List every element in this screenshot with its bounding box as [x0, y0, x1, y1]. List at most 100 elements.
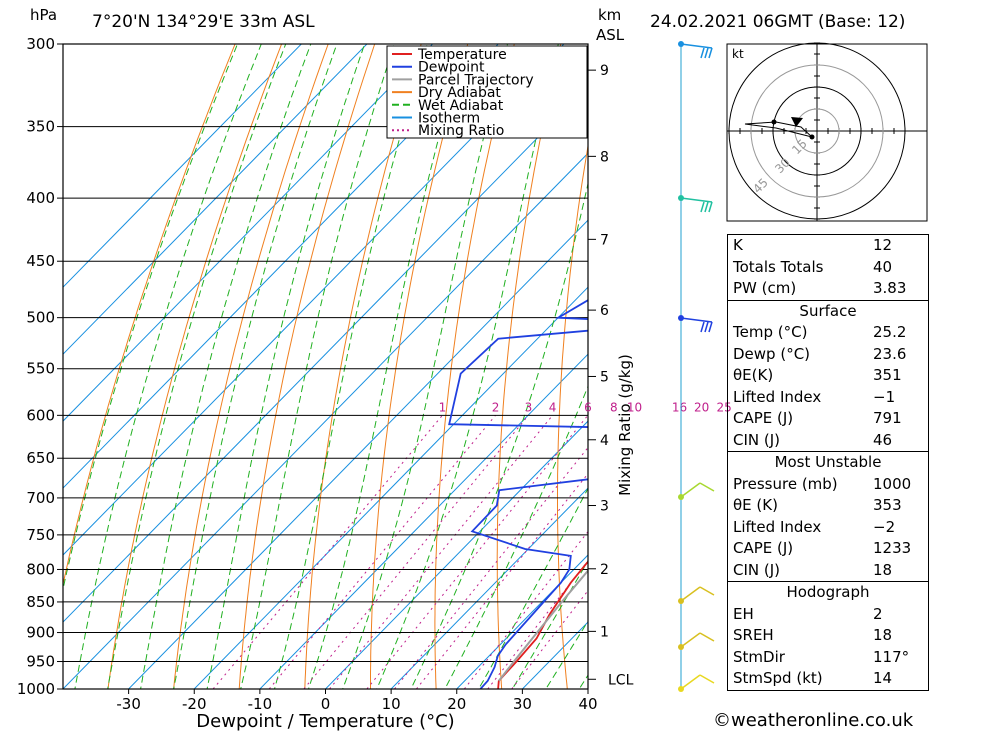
km-unit: km — [598, 6, 622, 24]
pressure-tick-label: 500 — [26, 309, 55, 327]
index-row: Totals Totals 40 — [733, 257, 893, 276]
mixing-ratio-line — [268, 414, 496, 689]
index-row: PW (cm) 3.83 — [733, 279, 907, 297]
mixing-ratio-label: 8 — [610, 400, 618, 414]
wind-barb-flag — [708, 47, 713, 59]
hodograph-unit: kt — [732, 47, 744, 61]
pressure-tick-label: 550 — [26, 360, 55, 378]
storm-motion-marker — [791, 117, 803, 127]
wind-barb-flag — [699, 586, 715, 596]
pressure-tick-label: 850 — [26, 593, 55, 611]
dry-adiabat-line — [370, 44, 469, 689]
dry-adiabat-line — [238, 44, 376, 689]
wind-barb-flag — [708, 201, 713, 213]
mixing-ratio-line — [329, 414, 553, 689]
mixing-ratio-axis-label: Mixing Ratio (g/kg) — [616, 354, 634, 496]
dry-adiabat-line — [304, 44, 422, 689]
isotherm-line — [127, 219, 588, 689]
isotherm-line — [63, 44, 368, 355]
wind-barb-flag — [700, 321, 705, 333]
surface-row: θE(K) 351 — [733, 366, 902, 384]
most-unstable-row: Lifted Index −2 — [733, 517, 896, 536]
wind-barb-flag — [700, 201, 705, 213]
temp-tick-label: 0 — [321, 695, 331, 713]
wind-barb-flag — [699, 482, 715, 492]
wet-adiabat-line — [140, 44, 312, 689]
surface-row: CIN (J) 46 — [733, 430, 893, 449]
mixing-ratio-line — [416, 472, 588, 689]
hodograph-stats-title: Hodograph — [728, 581, 928, 604]
pressure-tick-label: 700 — [26, 489, 55, 507]
temp-tick-label: 40 — [578, 695, 597, 713]
dry-adiabat-line — [173, 44, 329, 689]
wind-barb-flag — [704, 47, 709, 59]
most-unstable-row: CIN (J) 18 — [733, 560, 893, 579]
mixing-ratio-label: 2 — [492, 400, 500, 414]
wet-adiabat-line — [478, 487, 588, 689]
surface-row: Temp (°C) 25.2 — [733, 323, 907, 341]
datetime: 24.02.2021 06GMT (Base: 12) — [650, 12, 906, 32]
mixing-ratio-line — [394, 446, 588, 689]
temp-tick-label: -20 — [182, 695, 207, 713]
pressure-tick-label: 800 — [26, 560, 55, 578]
km-tick-label: 2 — [600, 562, 609, 578]
wind-barb — [680, 586, 701, 602]
hodograph-ring — [750, 64, 884, 198]
dry-adiabat-line — [932, 7, 1000, 715]
km-tick-label: LCL — [608, 672, 634, 688]
km-tick-label: 8 — [600, 149, 609, 165]
hodograph-ring — [728, 42, 906, 220]
x-axis-label: Dewpoint / Temperature (°C) — [196, 711, 454, 732]
mixing-ratio-label: 10 — [627, 400, 642, 414]
dry-adiabat-line — [107, 44, 283, 689]
wind-barb-flag — [708, 321, 713, 333]
temp-tick-label: -30 — [116, 695, 141, 713]
isotherm-line — [390, 487, 588, 689]
wet-adiabat-line — [307, 44, 466, 689]
legend-box — [386, 45, 588, 139]
pressure-tick-label: 450 — [26, 252, 55, 270]
dry-adiabat-line — [557, 142, 588, 689]
surface-row: CAPE (J) 791 — [733, 409, 902, 427]
km-tick-label: 1 — [600, 624, 609, 640]
pressure-tick-label: 650 — [26, 449, 55, 467]
indices-table: K 12 Totals Totals 40 PW (cm) 3.83 Surface … — [727, 234, 929, 691]
isotherm-line — [63, 44, 303, 288]
hodograph-frame — [726, 43, 928, 222]
pressure-tick-label: 400 — [26, 189, 55, 207]
legend-entry: Parcel Trajectory — [418, 72, 534, 88]
wet-adiabat-line — [74, 44, 262, 689]
plot-frame — [62, 43, 589, 690]
dry-adiabat-line — [979, 7, 1000, 715]
wet-adiabat-line — [63, 44, 239, 592]
km-tick-label: 4 — [600, 433, 609, 449]
temp-tick-label: 20 — [447, 695, 466, 713]
wind-profile — [678, 41, 715, 692]
temp-tick-label: -10 — [248, 695, 273, 713]
location-title: 7°20'N 134°29'E 33m ASL — [92, 12, 315, 32]
mixing-ratio-line — [366, 414, 588, 689]
legend-entry: Dewpoint — [418, 60, 485, 76]
wind-barb — [680, 482, 701, 498]
isotherm-line — [193, 286, 588, 689]
wet-adiabat-line — [342, 44, 509, 689]
wind-barb — [680, 632, 701, 648]
wind-barb-flag — [704, 321, 709, 333]
hodograph-ring — [772, 86, 862, 176]
surface-row: Dewp (°C) 23.6 — [733, 344, 907, 363]
wind-barb-flag — [700, 47, 705, 59]
wet-adiabat-line — [376, 44, 559, 689]
wind-barb-flag — [704, 201, 709, 213]
hodograph-ring — [794, 108, 840, 154]
hodograph-point — [771, 119, 777, 125]
wet-adiabat-line — [240, 44, 396, 689]
mixing-ratio-line — [303, 414, 529, 689]
mixing-ratio-label: 3 — [525, 400, 533, 414]
copyright: ©weatheronline.co.uk — [713, 710, 914, 731]
isotherm-line — [455, 554, 588, 689]
wind-barb — [680, 197, 713, 203]
most-unstable-row: CAPE (J) 1233 — [733, 539, 912, 557]
km-tick-label: 3 — [600, 499, 609, 515]
temperature-line — [497, 560, 588, 689]
